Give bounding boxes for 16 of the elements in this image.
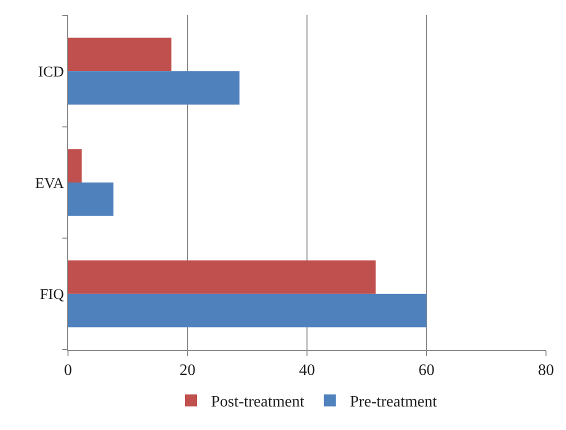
x-tick-label: 40 xyxy=(299,362,315,380)
bar xyxy=(68,182,114,216)
x-tick-label: 80 xyxy=(538,362,554,380)
y-tick-label: FIQ xyxy=(40,287,64,304)
bar xyxy=(68,294,426,328)
bar xyxy=(68,71,240,105)
x-tick-label: 60 xyxy=(418,362,434,380)
y-tick-label: ICD xyxy=(38,64,64,80)
legend-label: Pre-treatment xyxy=(350,394,438,411)
y-tick-label: EVA xyxy=(35,176,64,192)
bar xyxy=(68,260,376,294)
x-tick-label: 0 xyxy=(64,362,72,380)
bar xyxy=(68,38,172,72)
bar xyxy=(68,149,82,182)
x-tick-label: 20 xyxy=(180,362,196,380)
legend-label: Post-treatment xyxy=(211,394,305,411)
